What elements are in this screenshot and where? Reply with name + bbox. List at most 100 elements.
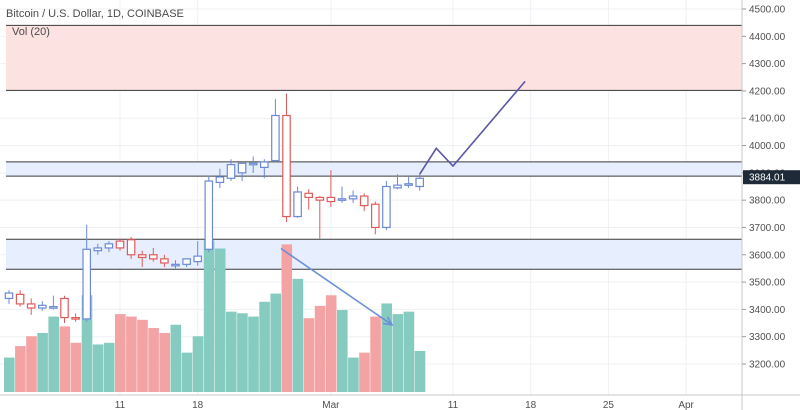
y-tick-label: 3500.00: [749, 278, 786, 289]
candle-body: [282, 114, 291, 218]
volume-bar: [337, 310, 348, 392]
candle-body: [93, 247, 103, 252]
volume-bar: [414, 351, 426, 392]
candlesticks: [4, 93, 425, 324]
candle-body: [160, 258, 169, 264]
volume-trend-arrow: [280, 247, 393, 326]
volume-bar: [303, 318, 315, 392]
volume-bar: [92, 344, 104, 392]
candle-body: [82, 248, 92, 320]
volume-bar: [81, 295, 93, 392]
y-tick-label: 4100.00: [749, 114, 786, 125]
volume-bar: [70, 342, 82, 392]
chart-zones: [6, 24, 742, 270]
candle-body: [26, 303, 36, 309]
volume-bar: [59, 326, 71, 392]
volume-bar: [159, 332, 170, 392]
x-tick-label: 11: [115, 400, 126, 410]
candle-body: [337, 198, 347, 201]
candle-body: [248, 162, 258, 166]
volume-bar: [126, 316, 137, 392]
volume-bar: [403, 311, 415, 392]
volume-bar: [4, 357, 15, 392]
x-tick-label: 18: [192, 400, 204, 410]
volume-bar: [314, 305, 326, 392]
chart-annotations: [280, 80, 526, 326]
candle-body: [60, 297, 69, 319]
candle-body: [260, 161, 269, 168]
candle-body: [382, 185, 391, 229]
volume-bars: [4, 240, 426, 392]
y-tick-label: 3600.00: [749, 250, 786, 261]
candle-body: [4, 292, 14, 300]
candle-body: [326, 196, 336, 203]
candle-body: [126, 239, 136, 256]
y-tick-label: 3400.00: [749, 305, 786, 316]
candle-body: [104, 243, 114, 249]
last-price-tag: [743, 170, 800, 185]
candle-body: [149, 254, 158, 260]
y-tick-label: 3700.00: [749, 223, 786, 234]
volume-bar: [192, 336, 204, 392]
volume-bar: [115, 314, 126, 392]
resistance-zone: [6, 161, 742, 177]
candle-body: [237, 162, 247, 174]
last-price-label: 3884.01: [749, 173, 786, 184]
volume-bar: [214, 248, 226, 392]
volume-bar: [226, 311, 237, 392]
candle-body: [204, 180, 214, 250]
volume-bar: [370, 316, 381, 392]
volume-indicator-label: Vol (20): [12, 26, 50, 38]
y-tick-label: 3800.00: [749, 196, 786, 207]
volume-bar: [137, 319, 148, 392]
volume-bar: [26, 336, 37, 392]
symbol-title: Bitcoin / U.S. Dollar, 1D, COINBASE: [6, 8, 184, 20]
y-tick-label: 4000.00: [749, 141, 786, 152]
candle-body: [15, 293, 25, 305]
x-tick-label: 25: [603, 400, 615, 410]
target-zone: [6, 25, 742, 91]
candle-body: [293, 191, 302, 218]
chart-legend: Bitcoin / U.S. Dollar, 1D, COINBASE Vol …: [6, 8, 184, 38]
candle-body: [49, 306, 58, 309]
y-tick-label: 4200.00: [749, 86, 786, 97]
volume-bar: [359, 352, 370, 392]
candle-body: [359, 195, 369, 207]
volume-bar: [292, 278, 304, 392]
volume-bar: [237, 313, 248, 392]
volume-bar: [248, 316, 259, 392]
volume-bar: [37, 332, 48, 392]
candle-body: [182, 258, 191, 265]
volume-bar: [148, 328, 159, 392]
x-tick-label: Mar: [322, 400, 340, 410]
candle-body: [71, 316, 80, 320]
candle-body: [171, 263, 180, 267]
candle-body: [137, 254, 147, 259]
y-tick-label: 4500.00: [749, 4, 786, 15]
volume-bar: [270, 293, 281, 392]
volume-bar: [48, 316, 59, 392]
y-tick-label: 4400.00: [749, 32, 786, 43]
candle-body: [348, 195, 358, 200]
candle-body: [304, 192, 314, 199]
candle-body: [193, 255, 203, 263]
volume-bar: [381, 303, 392, 392]
candle-body: [371, 203, 380, 229]
candle-body: [226, 164, 236, 179]
candle-body: [404, 183, 413, 186]
candle-body: [115, 240, 125, 249]
candle-body: [393, 184, 402, 189]
x-tick-label: 18: [525, 400, 537, 410]
volume-bar: [325, 295, 337, 392]
y-tick-label: 3300.00: [749, 332, 786, 343]
volume-bar: [392, 314, 404, 392]
volume-trend-arrowhead: [382, 316, 394, 326]
volume-bar: [281, 244, 293, 392]
candle-body: [315, 196, 325, 201]
volume-bar: [170, 324, 182, 392]
projection-path: [419, 80, 526, 175]
y-tick-label: 4300.00: [749, 59, 786, 70]
volume-bar: [103, 342, 115, 392]
